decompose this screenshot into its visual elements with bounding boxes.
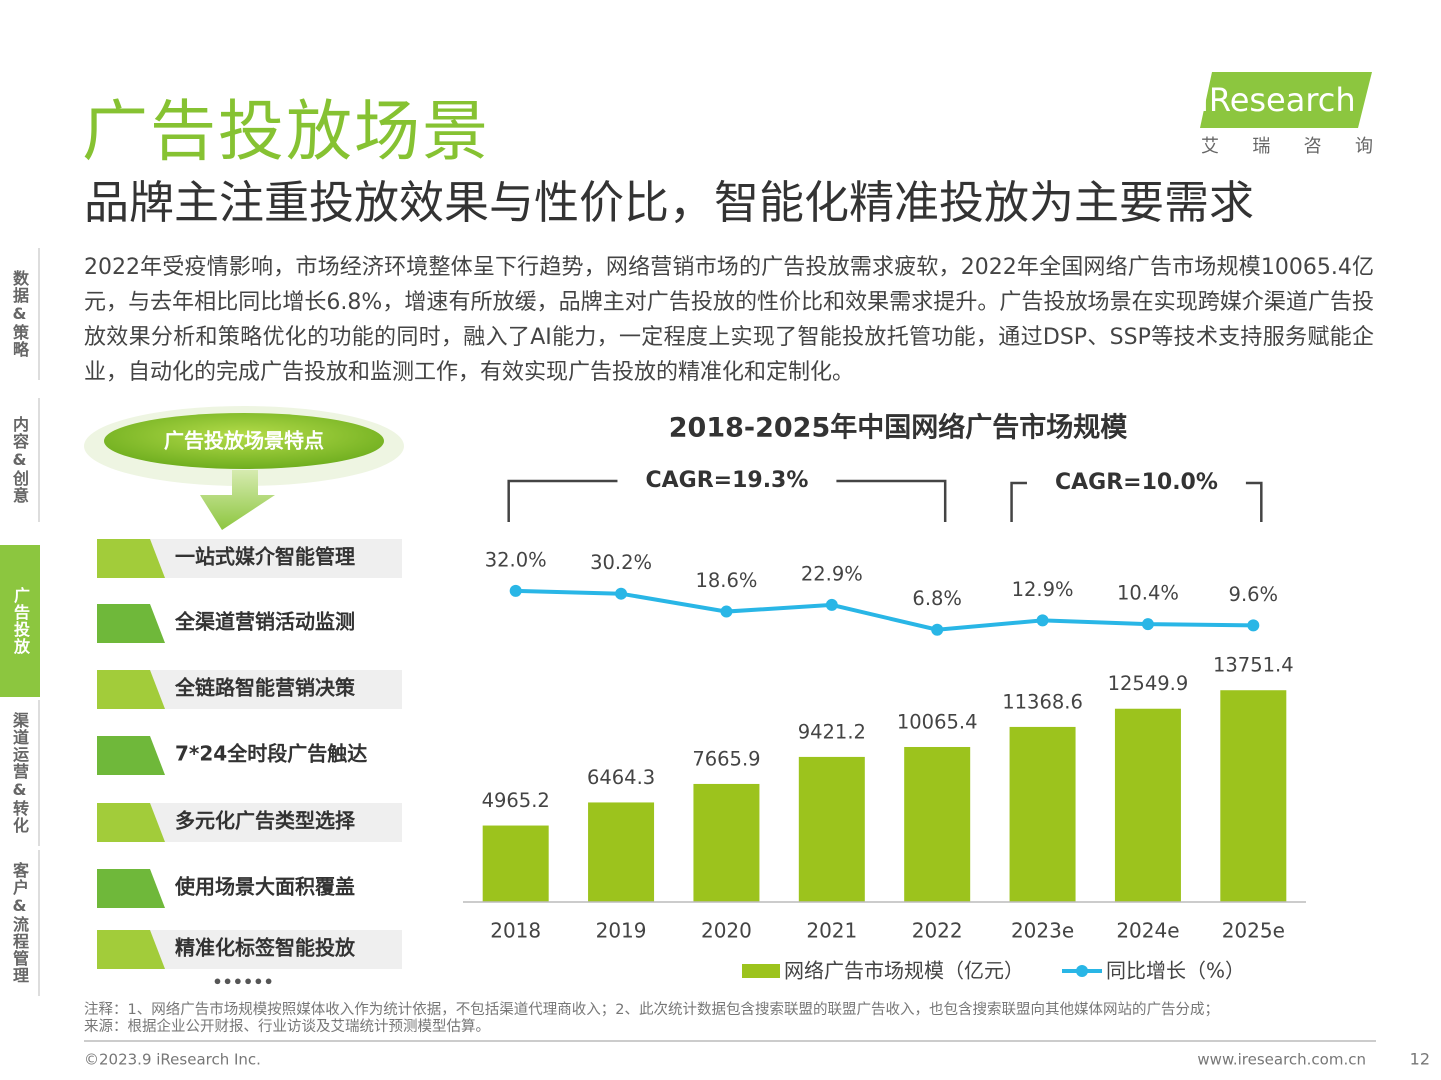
line-label: 22.9% [801, 562, 863, 585]
line-label: 18.6% [695, 569, 757, 592]
feature-tag [97, 869, 165, 908]
body-text: 2022年受疫情影响，市场经济环境整体呈下行趋势，网络营销市场的广告投放需求疲软… [84, 255, 1374, 385]
feature-tag [97, 670, 165, 709]
sidebar-tab[interactable]: 渠道运营&转化 [0, 700, 40, 846]
line-point [615, 587, 628, 600]
line-label: 10.4% [1117, 582, 1179, 605]
legend-label: 网络广告市场规模（亿元） [784, 959, 1024, 983]
line-point [1036, 614, 1049, 627]
line-point [825, 598, 838, 611]
bar-label: 13751.4 [1213, 654, 1294, 677]
sidebar-tab[interactable]: 客户&流程管理 [0, 850, 40, 996]
feature-bg [150, 670, 402, 709]
cagr-label: CAGR=10.0% [1055, 470, 1218, 495]
bar [798, 756, 865, 902]
line [515, 588, 1254, 632]
bar-label: 9421.2 [798, 720, 866, 743]
bar [693, 783, 760, 902]
bracket [836, 479, 947, 522]
x-tick-label: 2025e [1222, 919, 1285, 943]
bracket [1010, 481, 1027, 522]
legend-label: 同比增长（%） [1106, 959, 1245, 983]
bar-label: 6464.3 [587, 766, 655, 789]
sidebar-tab[interactable]: 内容&创意 [0, 398, 40, 522]
subtitle: 品牌主注重投放效果与性价比，智能化精准投放为主要需求 [84, 176, 1255, 229]
url: www.iresearch.com.cn [1197, 1051, 1366, 1069]
bar-label: 7665.9 [692, 747, 760, 770]
x-tick-label: 2023e [1011, 919, 1074, 943]
feature-tag [97, 930, 165, 969]
line-label: 30.2% [590, 551, 652, 574]
note: 注释：1、网络广告市场规模按照媒体收入作为统计依据，不包括渠道代理商收入；2、此… [84, 1001, 1219, 1018]
feature-tag [97, 803, 165, 842]
chart-title: 2018-2025年中国网络广告市场规模 [669, 412, 1128, 444]
bar [588, 802, 655, 902]
bar-label: 10065.4 [897, 710, 978, 733]
feature-item: 全渠道营销活动监测 [174, 610, 355, 634]
bar [1009, 726, 1076, 902]
bar [482, 825, 549, 902]
bar-label: 4965.2 [482, 789, 550, 812]
feature-tag [97, 604, 165, 643]
legend-swatch [742, 964, 780, 978]
line-point [1247, 619, 1260, 632]
feature-bg [150, 930, 402, 969]
feature-item: 使用场景大面积覆盖 [174, 875, 355, 899]
logo-shape [1200, 72, 1372, 128]
bar [1220, 690, 1287, 902]
x-tick-label: 2024e [1116, 919, 1179, 943]
feature-ellipse [104, 413, 384, 469]
copyright: ©2023.9 iResearch Inc. [84, 1051, 261, 1069]
note: 来源：根据企业公开财报、行业访谈及艾瑞统计预测模型估算。 [84, 1017, 490, 1035]
line-label: 6.8% [912, 587, 962, 610]
page-number: 12 [1410, 1050, 1430, 1069]
logo-cn: 艾 瑞 咨 询 [1201, 136, 1373, 157]
line-label: 12.9% [1012, 578, 1074, 601]
x-tick-label: 2021 [806, 919, 857, 943]
sidebar-tab[interactable]: 数据&策略 [0, 248, 40, 380]
bracket [1245, 481, 1263, 522]
line-point [720, 605, 733, 618]
line-point [1141, 618, 1154, 631]
bar-label: 12549.9 [1108, 672, 1189, 695]
feature-tag [97, 539, 165, 578]
feature-tag [97, 736, 165, 775]
feature-item: 全链路智能营销决策 [174, 676, 356, 700]
line-label: 9.6% [1229, 583, 1279, 606]
bar-label: 11368.6 [1002, 690, 1083, 713]
feature-item: 多元化广告类型选择 [175, 809, 356, 833]
bar [1114, 708, 1181, 902]
x-tick-label: 2020 [701, 919, 752, 943]
x-tick-label: 2018 [490, 919, 541, 943]
line-point [931, 623, 944, 636]
feature-title: 广告投放场景特点 [164, 429, 324, 453]
logo: iResearch [1200, 81, 1356, 119]
line-label: 32.0% [485, 548, 547, 571]
feature-bg [150, 539, 402, 578]
bracket [507, 479, 618, 522]
sidebar-tab[interactable]: 广告投放 [0, 545, 40, 697]
title: 广告投放场景 [82, 93, 490, 170]
line-point [509, 584, 522, 597]
feature-item: 精准化标签智能投放 [175, 936, 356, 960]
cagr-label: CAGR=19.3% [645, 468, 808, 493]
x-tick-label: 2022 [912, 919, 963, 943]
bar [904, 746, 971, 902]
arrow [200, 470, 275, 530]
feature-item: 一站式媒介智能管理 [175, 545, 355, 569]
legend-swatch [1076, 965, 1088, 977]
feature-item: 7*24全时段广告触达 [175, 742, 367, 766]
more: •••••• [212, 973, 273, 992]
feature-bg [150, 803, 402, 842]
x-tick-label: 2019 [596, 919, 647, 943]
